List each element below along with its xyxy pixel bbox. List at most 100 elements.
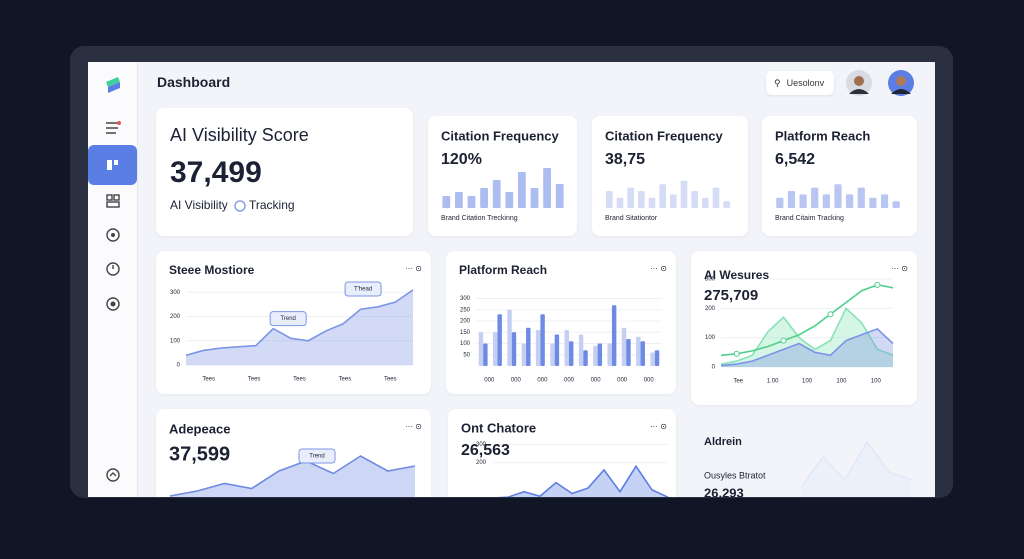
bar: [834, 184, 842, 208]
card-title: Aldrein: [704, 436, 742, 448]
card: AI Visibility Score 37,499 AI Visibility Tr…: [156, 108, 413, 236]
point: [733, 350, 740, 357]
card-title: Steee Mostiore: [169, 263, 255, 277]
x-tick-label: 100: [871, 379, 882, 385]
x-tick-label: 000: [511, 378, 522, 384]
bar: [535, 330, 541, 366]
card-value: 37,599: [169, 443, 230, 465]
bar: [680, 180, 688, 208]
card-title: Citation Frequency: [441, 128, 560, 143]
x-tick-label: 100: [802, 379, 813, 385]
card-caption: Brand Citation Treckinng: [441, 215, 518, 222]
y-tick-label: 50: [463, 352, 470, 358]
card-canvas: Citation Frequency 38,75 Brand Sitationtor: [605, 128, 730, 222]
bar: [540, 314, 545, 366]
tooltip-text: Trend: [280, 316, 295, 322]
menu-icon[interactable]: [104, 119, 122, 137]
x-tick-label: Tees: [202, 377, 215, 383]
y-tick-label: 150: [460, 330, 471, 336]
area-line: [720, 307, 894, 365]
x-tick-label: 000: [564, 378, 575, 384]
card-canvas: 0 100 200 300 Tees Tees Tees Tees Tees Trend T'hea…: [169, 263, 422, 383]
bar: [776, 197, 784, 208]
y-tick-label: 100: [705, 335, 716, 341]
nav-icon[interactable]: [104, 226, 122, 244]
search-box[interactable]: ⚲ Uesolonv: [766, 71, 834, 95]
card-menu: ··· ⊙: [405, 264, 422, 273]
bar: [505, 192, 514, 208]
bar: [654, 350, 660, 366]
avatars[interactable]: [844, 68, 920, 98]
bar: [597, 343, 603, 366]
card-canvas: 200 300 ··· ⊙ Ont Chatore 26,563: [461, 420, 669, 497]
card-menu: ··· ⊙: [405, 422, 422, 431]
bar: [554, 334, 560, 366]
area: [508, 466, 668, 497]
bar: [606, 191, 613, 208]
y-tick-label: 300: [170, 290, 181, 296]
y-tick-label: 200: [170, 314, 181, 320]
bar: [517, 172, 526, 208]
bar: [723, 201, 730, 208]
y-tick-label: 100: [170, 338, 181, 344]
bar: [636, 336, 641, 366]
screen: Dashboard ⚲ Uesolonv AI Visibility Score 3…: [88, 62, 935, 497]
bar: [787, 191, 796, 208]
tooltip-box: [269, 311, 307, 327]
area-line: [169, 455, 416, 497]
nav-icon[interactable]: [104, 260, 122, 278]
card: 50 100 150 200 250 300 000 000 000 000 000 000 000 ··…: [446, 251, 676, 394]
x-tick-label: Tees: [384, 377, 397, 383]
card-canvas: 50 100 150 200 250 300 000 000 000 000 000 000 000 ··…: [459, 263, 667, 384]
card-canvas: Trend ··· ⊙ Adepeace 37,599: [169, 421, 422, 497]
card: Citation Frequency 38,75 Brand Sitationtor: [592, 116, 748, 236]
bar: [454, 192, 463, 208]
bar: [857, 187, 865, 208]
card-menu: ··· ⊙: [650, 264, 667, 273]
card-title: Citation Frequency: [605, 128, 724, 143]
bar: [640, 341, 645, 366]
y-tick-label: 200: [476, 460, 487, 466]
bar: [811, 187, 819, 208]
card-canvas: 0 100 200 300 Tee 1.00 100 100 100 ··· ⊙ AI Wesure…: [704, 264, 908, 385]
logo[interactable]: [102, 74, 124, 96]
bar: [607, 343, 612, 366]
card-value: 38,75: [605, 151, 645, 168]
x-tick-label: Tees: [339, 377, 352, 383]
x-tick-label: Tees: [248, 377, 261, 383]
y-tick-label: 300: [705, 277, 716, 283]
card-menu: ··· ⊙: [650, 422, 667, 431]
nav-icon[interactable]: [104, 295, 122, 313]
card-canvas: Aldrein 26,293 Ousyles Btratot: [704, 436, 912, 497]
bar: [511, 332, 517, 366]
bar: [650, 352, 655, 366]
point: [874, 281, 881, 288]
y-tick-label: 300: [476, 442, 487, 448]
area-line: [800, 440, 912, 488]
x-tick-label: Tees: [293, 377, 306, 383]
nav-active[interactable]: [88, 145, 137, 185]
bar: [555, 184, 564, 208]
nav-icon[interactable]: [104, 466, 122, 484]
tooltip-box: [344, 281, 382, 297]
bar: [497, 314, 502, 366]
bar: [616, 197, 624, 208]
x-tick-label: 000: [484, 378, 495, 384]
bar: [659, 184, 666, 208]
area: [801, 442, 911, 497]
y-tick-label: 200: [705, 306, 716, 312]
card: 0 100 200 300 Tees Tees Tees Tees Tees Trend T'hea…: [156, 251, 431, 394]
x-tick-label: Tee: [733, 379, 743, 385]
card-title: AI Wesures: [704, 268, 769, 282]
card-canvas: AI Visibility Score 37,499 AI Visibility Tr…: [170, 125, 309, 212]
card-caption: Brand Sitationtor: [605, 215, 658, 222]
bar: [526, 327, 531, 366]
bar: [892, 201, 900, 208]
nav-icon[interactable]: [104, 192, 122, 210]
x-tick-label: 000: [617, 378, 628, 384]
card-value: 26,293: [704, 485, 744, 497]
x-tick-label: 100: [836, 379, 847, 385]
bar: [627, 187, 634, 208]
card-title: Adepeace: [169, 421, 230, 436]
